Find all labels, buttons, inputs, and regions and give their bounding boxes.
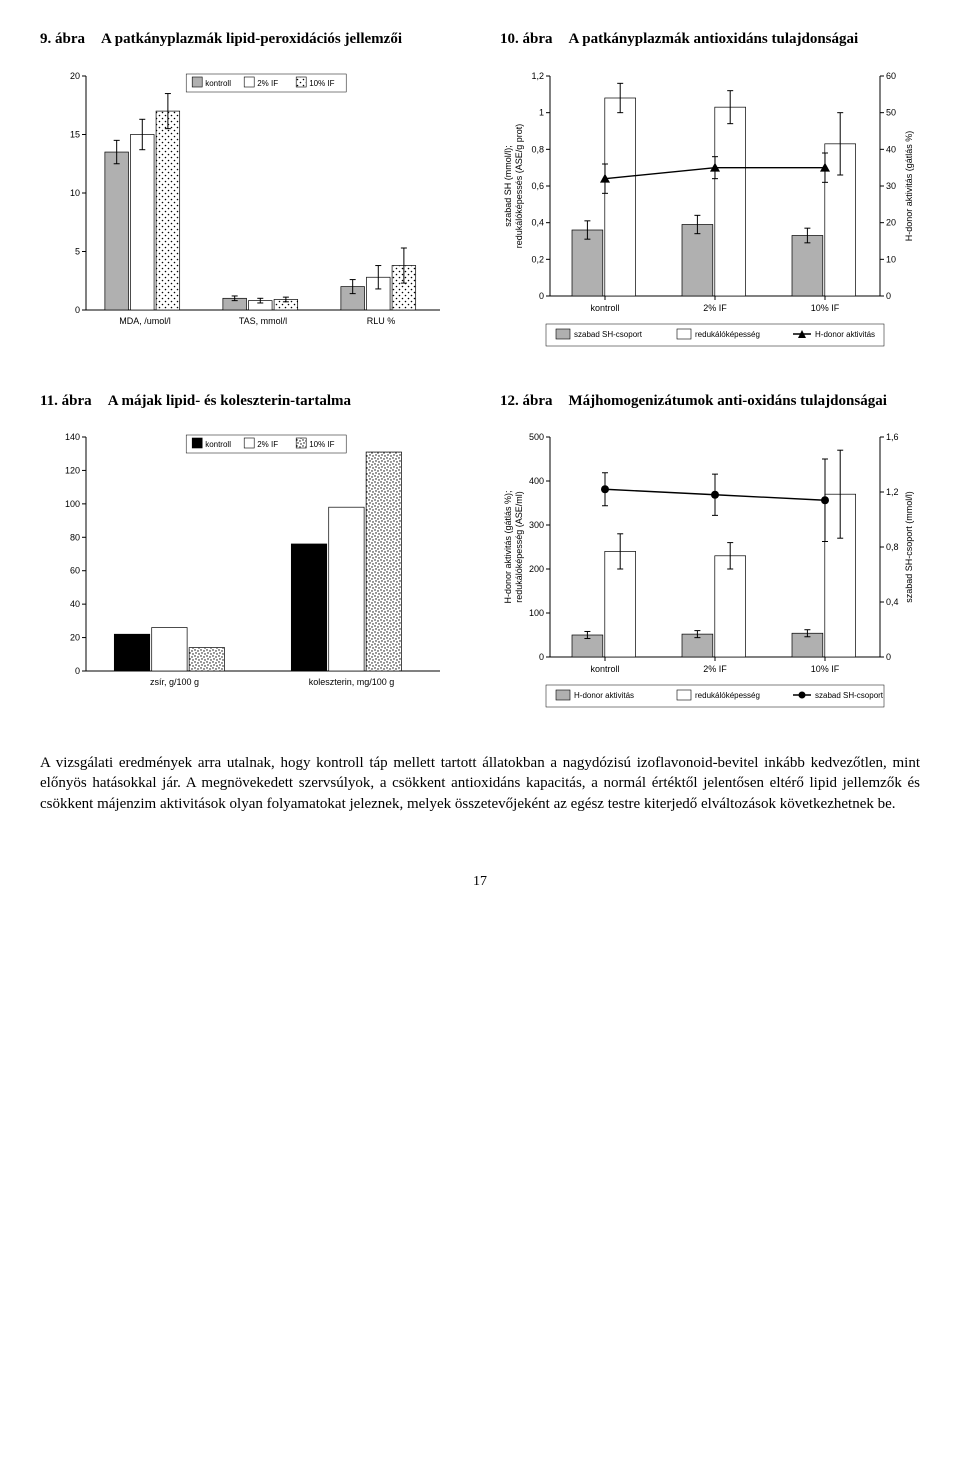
svg-text:50: 50 [886,107,896,117]
fig12-title: 12. ábra Májhomogenizátumok anti-oxidáns… [500,392,920,412]
svg-text:0: 0 [886,291,891,301]
svg-text:koleszterin, mg/100 g: koleszterin, mg/100 g [309,677,395,687]
fig10-num: 10. ábra [500,30,553,50]
svg-text:40: 40 [70,599,80,609]
svg-text:0: 0 [539,652,544,662]
svg-text:100: 100 [529,608,544,618]
svg-text:H-donor aktivitás (gátlás %);r: H-donor aktivitás (gátlás %);redukálókép… [503,490,524,603]
figure-11: 11. ábra A májak lipid- és koleszterin-t… [40,392,460,718]
svg-text:H-donor aktivitás: H-donor aktivitás [574,691,634,700]
svg-text:H-donor aktivitás: H-donor aktivitás [815,330,875,339]
svg-text:60: 60 [886,71,896,81]
svg-text:H-donor aktivitás (gátlás %): H-donor aktivitás (gátlás %) [904,130,914,241]
page-number: 17 [40,874,920,890]
svg-text:0,2: 0,2 [531,254,544,264]
svg-text:80: 80 [70,532,80,542]
svg-text:10: 10 [70,188,80,198]
figure-12: 12. ábra Májhomogenizátumok anti-oxidáns… [500,392,920,718]
svg-text:400: 400 [529,476,544,486]
svg-text:140: 140 [65,432,80,442]
svg-text:15: 15 [70,129,80,139]
svg-text:0: 0 [75,305,80,315]
svg-text:2% IF: 2% IF [703,303,727,313]
fig10-title: 10. ábra A patkányplazmák antioxidáns tu… [500,30,920,50]
svg-text:500: 500 [529,432,544,442]
fig11-chart: 0 20 40 60 80 100 120 140 kontroll 2% IF 10% IF zsí… [40,427,460,697]
fig9-title: 9. ábra A patkányplazmák lipid-peroxidác… [40,30,460,50]
fig9-num: 9. ábra [40,30,85,50]
figure-10: 10. ábra A patkányplazmák antioxidáns tu… [500,30,920,356]
svg-text:60: 60 [70,566,80,576]
svg-text:szabad SH-csoport (mmol/l): szabad SH-csoport (mmol/l) [904,491,914,603]
fig12-chart: 0 100 200 300 400 500 0 0,4 0,8 1,2 1,6 H-donor akt… [500,427,920,717]
svg-text:szabad SH (mmol/l);redukálókép: szabad SH (mmol/l);redukálóképessés (ASE… [503,123,524,248]
svg-text:0,6: 0,6 [531,181,544,191]
svg-text:10% IF: 10% IF [811,303,840,313]
svg-text:redukálóképesség: redukálóképesség [695,691,760,700]
svg-text:0: 0 [75,666,80,676]
fig10-title-text: A patkányplazmák antioxidáns tulajdonság… [569,30,921,50]
svg-text:0,8: 0,8 [531,144,544,154]
fig9-title-text: A patkányplazmák lipid-peroxidációs jell… [101,30,460,50]
svg-text:0,8: 0,8 [886,542,899,552]
svg-text:0: 0 [539,291,544,301]
svg-text:kontroll: kontroll [590,303,619,313]
svg-text:10: 10 [886,254,896,264]
svg-text:300: 300 [529,520,544,530]
svg-text:1,2: 1,2 [531,71,544,81]
svg-text:TAS, mmol/l: TAS, mmol/l [239,316,287,326]
svg-text:5: 5 [75,246,80,256]
svg-text:120: 120 [65,465,80,475]
fig9-chart: 0 5 10 15 20 kontroll 2% IF 10% IF MDA, /umol/l T… [40,66,460,336]
fig11-num: 11. ábra [40,392,92,412]
svg-text:zsír, g/100 g: zsír, g/100 g [150,677,199,687]
svg-text:kontroll: kontroll [205,79,231,88]
svg-text:RLU %: RLU % [367,316,396,326]
svg-text:0,4: 0,4 [531,217,544,227]
svg-text:szabad SH-csoport: szabad SH-csoport [815,691,884,700]
svg-text:MDA, /umol/l: MDA, /umol/l [119,316,171,326]
fig11-title-text: A májak lipid- és koleszterin-tartalma [108,392,460,412]
figure-9: 9. ábra A patkányplazmák lipid-peroxidác… [40,30,460,356]
svg-text:2% IF: 2% IF [257,79,278,88]
svg-text:1,2: 1,2 [886,487,899,497]
svg-text:redukálóképesség: redukálóképesség [695,330,760,339]
svg-text:40: 40 [886,144,896,154]
svg-text:1,6: 1,6 [886,432,899,442]
fig12-num: 12. ábra [500,392,553,412]
fig12-title-text: Májhomogenizátumok anti-oxidáns tulajdon… [569,392,921,412]
svg-text:2% IF: 2% IF [257,440,278,449]
svg-text:szabad SH-csoport: szabad SH-csoport [574,330,643,339]
body-paragraph: A vizsgálati eredmények arra utalnak, ho… [40,753,920,814]
svg-text:kontroll: kontroll [590,664,619,674]
svg-text:10% IF: 10% IF [309,79,334,88]
fig10-chart: 0 0,2 0,4 0,6 0,8 1 1,2 0 10 20 30 40 50 60 szabad SH … [500,66,920,356]
svg-text:10% IF: 10% IF [309,440,334,449]
svg-text:20: 20 [70,71,80,81]
svg-text:100: 100 [65,499,80,509]
svg-text:10% IF: 10% IF [811,664,840,674]
svg-text:200: 200 [529,564,544,574]
svg-text:1: 1 [539,107,544,117]
svg-text:0: 0 [886,652,891,662]
svg-text:20: 20 [70,633,80,643]
svg-text:0,4: 0,4 [886,597,899,607]
svg-text:20: 20 [886,217,896,227]
svg-text:2% IF: 2% IF [703,664,727,674]
svg-text:kontroll: kontroll [205,440,231,449]
svg-text:30: 30 [886,181,896,191]
fig11-title: 11. ábra A májak lipid- és koleszterin-t… [40,392,460,412]
